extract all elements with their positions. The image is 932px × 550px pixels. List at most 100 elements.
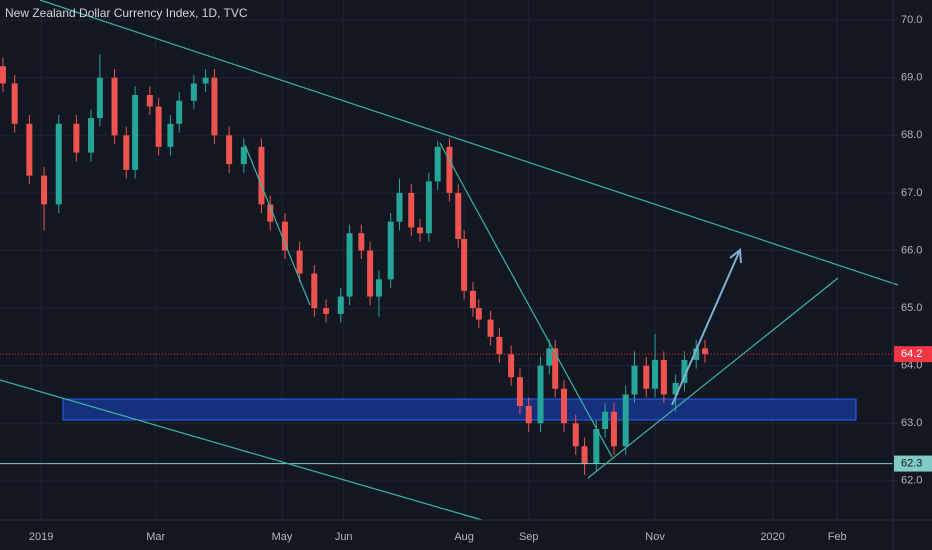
candle-body: [396, 192, 403, 222]
trend-line: [587, 277, 839, 479]
candle-body: [88, 118, 95, 153]
x-tick-label: 2020: [760, 531, 784, 543]
candle-body: [346, 233, 353, 297]
candle-body: [146, 95, 153, 107]
candle-body: [358, 233, 365, 251]
y-tick-label: 62.0: [901, 475, 922, 487]
arrow-shaft: [671, 249, 741, 406]
candle-body: [176, 100, 183, 124]
arrow-head: [729, 248, 742, 264]
candle-body: [375, 279, 382, 297]
candle-body: [73, 123, 80, 153]
candle-body: [267, 204, 274, 222]
candle-body: [387, 221, 394, 280]
x-tick-label: Jun: [335, 531, 353, 543]
trend-line: [39, 0, 899, 286]
candle-body: [475, 308, 482, 320]
candle-body: [425, 181, 432, 234]
candle-body: [281, 221, 288, 251]
x-tick-label: Aug: [454, 531, 474, 543]
candle-body: [337, 296, 344, 314]
candle-body: [593, 429, 600, 464]
grid: [0, 0, 893, 520]
plot-area: [0, 54, 893, 476]
candle-body: [487, 319, 494, 337]
trend-line: [244, 144, 311, 306]
support-zone: [62, 398, 857, 421]
y-tick-label: 70.0: [901, 14, 922, 26]
candle-body: [55, 123, 62, 205]
candle-body: [311, 273, 318, 309]
candle-body: [652, 359, 659, 389]
candle-body: [41, 175, 48, 205]
price-tag-label: 62.3: [901, 457, 922, 469]
candle-body: [552, 348, 559, 389]
candle-body: [602, 411, 609, 430]
x-tick-label: 2019: [29, 531, 53, 543]
candle-body: [643, 365, 650, 389]
candle-body: [26, 123, 33, 176]
price-tag-label: 64.2: [901, 348, 922, 360]
y-tick-label: 68.0: [901, 129, 922, 141]
candle-body: [123, 135, 130, 170]
x-tick-label: Mar: [146, 531, 165, 543]
candle-body: [610, 411, 617, 447]
price-tag: [894, 455, 932, 472]
chart-title: New Zealand Dollar Currency Index, 1D, T…: [5, 6, 248, 20]
y-tick-label: 64.0: [901, 360, 922, 372]
candle-body: [631, 365, 638, 395]
candle-body: [408, 192, 415, 228]
y-tick-label: 69.0: [901, 72, 922, 84]
x-tick-label: Nov: [645, 531, 665, 543]
candle-body: [434, 146, 441, 182]
candle-body: [11, 83, 18, 124]
y-tick-label: 67.0: [901, 187, 922, 199]
candle-body: [417, 227, 424, 234]
trend-line: [0, 379, 483, 521]
drawings: [0, 0, 899, 521]
candle-body: [681, 359, 688, 383]
candle-body: [367, 250, 374, 297]
candle-body: [202, 77, 209, 84]
candle-body: [546, 348, 553, 366]
candle-body: [672, 382, 679, 395]
y-tick-label: 66.0: [901, 244, 922, 256]
candle-body: [537, 365, 544, 424]
candle-body: [96, 77, 103, 119]
candle-body: [167, 123, 174, 147]
candle-body: [111, 77, 118, 136]
candle-body: [561, 388, 567, 424]
arrow: [671, 248, 742, 406]
candle-body: [155, 106, 162, 147]
candle-body: [622, 394, 629, 447]
candle-body: [0, 66, 6, 84]
candle-body: [660, 359, 667, 395]
candle-body: [469, 290, 476, 309]
candle-body: [132, 95, 139, 170]
candle-body: [496, 336, 503, 355]
candle-body: [455, 192, 462, 239]
candle-body: [296, 250, 303, 274]
trend-line: [439, 142, 613, 458]
candle-body: [446, 146, 453, 193]
candle-body: [516, 377, 523, 406]
x-tick-label: May: [272, 531, 293, 543]
candle-body: [211, 77, 218, 136]
candle-body: [581, 446, 588, 464]
candle-body: [226, 135, 233, 165]
candle-body: [702, 348, 708, 355]
candle-body: [258, 146, 265, 205]
candle-body: [461, 238, 468, 291]
y-tick-label: 63.0: [901, 417, 922, 429]
candle-body: [572, 423, 579, 447]
axes: 62.0 63.0 64.0 65.0 66.0 67.0 68.0 69.0 70.0 2019…: [29, 14, 932, 543]
candle-body: [240, 146, 247, 165]
x-tick-label: Sep: [519, 531, 539, 543]
x-tick-label: Feb: [828, 531, 847, 543]
candle-body: [525, 405, 532, 424]
candle-body: [323, 308, 330, 314]
candle-body: [508, 354, 515, 378]
y-tick-label: 65.0: [901, 302, 922, 314]
candle-body: [190, 83, 197, 101]
